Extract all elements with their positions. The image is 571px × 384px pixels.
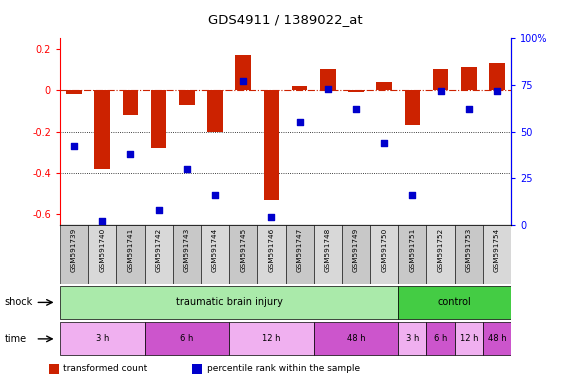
Bar	[461, 67, 477, 90]
Bar	[151, 90, 166, 148]
Text: shock: shock	[5, 297, 33, 308]
Bar	[173, 225, 201, 284]
Text: GSM591752: GSM591752	[437, 228, 444, 272]
Text: GSM591744: GSM591744	[212, 228, 218, 272]
Bar	[264, 90, 279, 200]
Bar	[313, 225, 342, 284]
Bar	[235, 55, 251, 90]
Text: GSM591754: GSM591754	[494, 228, 500, 272]
Point	[267, 214, 276, 220]
Text: 12 h: 12 h	[262, 334, 281, 343]
Text: GSM591747: GSM591747	[296, 228, 303, 272]
Point	[239, 78, 248, 84]
Text: GSM591748: GSM591748	[325, 228, 331, 272]
Bar	[49, 364, 59, 374]
Bar	[405, 90, 420, 125]
Text: percentile rank within the sample: percentile rank within the sample	[207, 364, 360, 374]
Text: transformed count: transformed count	[63, 364, 147, 374]
Bar	[94, 90, 110, 169]
Point	[211, 192, 220, 198]
Text: GSM591739: GSM591739	[71, 228, 77, 272]
Text: 48 h: 48 h	[347, 334, 365, 343]
Bar	[455, 323, 483, 355]
Bar	[123, 90, 138, 115]
Bar	[455, 225, 483, 284]
Text: GSM591750: GSM591750	[381, 228, 387, 272]
Text: GSM591740: GSM591740	[99, 228, 105, 272]
Bar	[483, 225, 511, 284]
Bar	[427, 323, 455, 355]
Bar	[427, 225, 455, 284]
Bar	[433, 70, 448, 90]
Text: GSM591742: GSM591742	[156, 228, 162, 272]
Bar	[60, 225, 88, 284]
Text: GDS4911 / 1389022_at: GDS4911 / 1389022_at	[208, 13, 363, 26]
Point	[70, 143, 79, 149]
Point	[295, 119, 304, 125]
Bar	[399, 323, 427, 355]
Bar	[144, 323, 229, 355]
Text: GSM591746: GSM591746	[268, 228, 275, 272]
Point	[351, 106, 360, 112]
Bar	[320, 70, 336, 90]
Point	[182, 166, 191, 172]
Text: GSM591753: GSM591753	[466, 228, 472, 272]
Bar	[60, 286, 399, 319]
Text: 3 h: 3 h	[405, 334, 419, 343]
Text: 6 h: 6 h	[434, 334, 447, 343]
Text: 3 h: 3 h	[95, 334, 109, 343]
Bar	[88, 225, 116, 284]
Bar	[286, 225, 313, 284]
Bar	[144, 225, 173, 284]
Text: 48 h: 48 h	[488, 334, 506, 343]
Bar	[116, 225, 144, 284]
Point	[464, 106, 473, 112]
Bar	[292, 86, 307, 90]
Text: 12 h: 12 h	[460, 334, 478, 343]
Bar	[376, 82, 392, 90]
Bar	[489, 63, 505, 90]
Bar	[229, 323, 313, 355]
Text: GSM591743: GSM591743	[184, 228, 190, 272]
Text: GSM591751: GSM591751	[409, 228, 415, 272]
Bar	[229, 225, 258, 284]
Text: traumatic brain injury: traumatic brain injury	[176, 297, 283, 308]
Bar	[192, 364, 202, 374]
Bar	[483, 323, 511, 355]
Bar	[348, 90, 364, 92]
Bar	[258, 225, 286, 284]
Point	[380, 140, 389, 146]
Point	[436, 88, 445, 94]
Bar	[207, 90, 223, 131]
Text: GSM591741: GSM591741	[127, 228, 134, 272]
Point	[126, 151, 135, 157]
Point	[492, 88, 501, 94]
Bar	[201, 225, 229, 284]
Text: GSM591749: GSM591749	[353, 228, 359, 272]
Bar	[313, 323, 399, 355]
Bar	[399, 225, 427, 284]
Point	[154, 207, 163, 213]
Bar	[66, 90, 82, 94]
Text: time: time	[5, 334, 27, 344]
Bar	[179, 90, 195, 104]
Text: control: control	[438, 297, 472, 308]
Bar	[399, 286, 511, 319]
Text: 6 h: 6 h	[180, 334, 194, 343]
Bar	[370, 225, 399, 284]
Bar	[60, 323, 144, 355]
Point	[98, 218, 107, 224]
Bar	[342, 225, 370, 284]
Text: GSM591745: GSM591745	[240, 228, 246, 272]
Point	[408, 192, 417, 198]
Point	[323, 86, 332, 92]
